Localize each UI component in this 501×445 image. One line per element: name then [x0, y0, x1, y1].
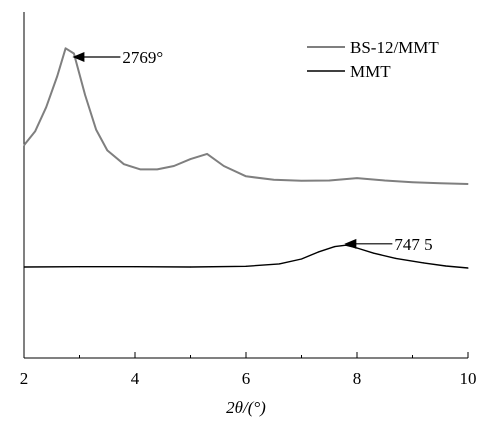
data-point — [23, 144, 25, 146]
data-point — [45, 106, 47, 108]
data-point — [345, 244, 347, 246]
x-tick-label-2: 2 — [20, 369, 29, 388]
x-tick-label-4: 4 — [131, 369, 140, 388]
data-point — [73, 52, 75, 55]
series-line-bs-12-mmt — [23, 47, 469, 185]
data-point — [245, 265, 247, 267]
x-tick-label-8: 8 — [353, 369, 362, 388]
data-point — [423, 262, 425, 264]
annotation-layer: 2769° 747 5 — [72, 48, 433, 254]
data-point — [139, 168, 142, 171]
data-point — [395, 257, 397, 259]
data-point — [245, 175, 247, 177]
data-point — [65, 47, 67, 49]
data-point — [189, 158, 192, 160]
data-point — [445, 265, 447, 267]
annotation-label-0: 2769° — [122, 48, 163, 67]
annotation-arrowhead-1 — [344, 238, 357, 249]
data-point — [334, 245, 336, 248]
data-point — [317, 251, 319, 253]
data-point — [156, 168, 158, 171]
data-point — [300, 258, 303, 260]
data-point — [273, 179, 275, 181]
x-tick-label-6: 6 — [242, 369, 251, 388]
data-point — [439, 182, 441, 184]
data-point — [278, 263, 280, 265]
data-point — [223, 165, 225, 167]
series-layer — [23, 47, 469, 269]
x-axis-title: 2θ/(°) — [226, 398, 266, 417]
data-point — [78, 266, 81, 268]
axes: 2 4 6 8 10 2θ/(°) — [20, 12, 477, 417]
data-point — [84, 94, 86, 96]
data-point — [106, 149, 108, 151]
data-point — [356, 247, 358, 249]
legend-label-1: MMT — [350, 62, 391, 81]
series-line-mmt — [23, 244, 469, 269]
data-point — [95, 129, 97, 131]
data-point — [384, 179, 386, 182]
data-point — [189, 266, 192, 268]
data-point — [411, 181, 414, 183]
data-point — [123, 163, 125, 165]
legend-label-0: BS-12/MMT — [350, 38, 439, 57]
x-tick-label-10: 10 — [460, 369, 477, 388]
data-point — [328, 179, 330, 182]
data-point — [300, 180, 303, 182]
legend: BS-12/MMT MMT — [307, 38, 439, 81]
data-point — [467, 267, 469, 269]
data-point — [34, 130, 36, 132]
data-point — [356, 177, 358, 179]
data-point — [134, 266, 136, 268]
data-point — [23, 266, 25, 268]
data-point — [56, 75, 58, 77]
annotation-label-1: 747 5 — [394, 235, 432, 254]
data-point — [467, 183, 469, 185]
data-point — [373, 252, 375, 254]
data-point — [206, 153, 208, 155]
data-point — [173, 165, 175, 167]
annotation-arrowhead-0 — [72, 51, 85, 62]
